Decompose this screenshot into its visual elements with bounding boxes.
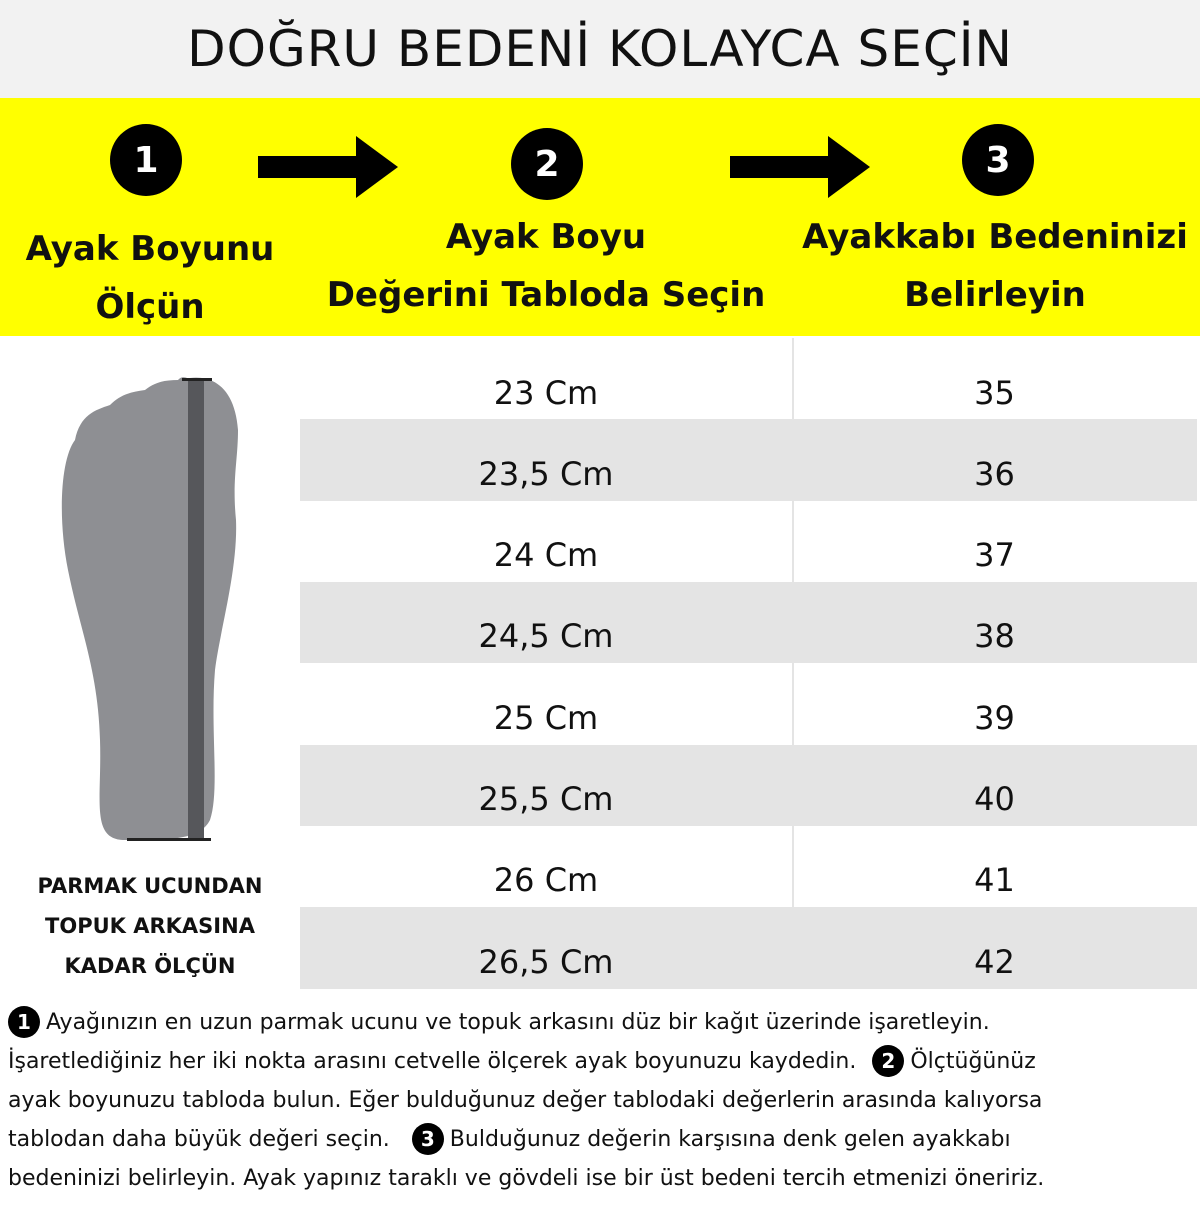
step-2-badge: 2 — [511, 128, 583, 200]
foot-length-cell: 23,5 Cm — [478, 454, 614, 493]
table-row: 26 Cm 41 — [300, 826, 1197, 908]
shoe-size-cell: 42 — [974, 942, 1015, 981]
step-2-line: Değerini Tabloda Seçin — [326, 275, 766, 315]
arrow-right-icon — [258, 136, 398, 198]
table-row: 23 Cm 35 — [300, 338, 1197, 420]
table-row: 24 Cm 37 — [300, 501, 1197, 583]
shoe-size-cell: 41 — [974, 861, 1015, 900]
shoe-size-cell: 38 — [974, 617, 1015, 656]
foot-length-cell: 25 Cm — [493, 698, 599, 737]
arrow-right-icon — [730, 136, 870, 198]
step-3-line: Belirleyin — [904, 275, 1086, 315]
table-row: 26,5 Cm 42 — [300, 907, 1197, 989]
shoe-size-cell: 40 — [974, 780, 1015, 818]
step-2-line: Ayak Boyu — [445, 217, 647, 257]
page-title: DOĞRU BEDENİ KOLAYCA SEÇİN — [187, 20, 1013, 78]
foot-length-cell: 26,5 Cm — [478, 942, 614, 981]
instruction-line: bedeninizi belirleyin. Ayak yapınız tara… — [8, 1162, 1044, 1194]
shoe-size-cell: 39 — [974, 698, 1015, 737]
step-3-line: Ayakkabı Bedeninizi — [802, 217, 1188, 257]
instruction-text: Ölçtüğünüz — [910, 1048, 1036, 1074]
instruction-text: Ayağınızın en uzun parmak ucunu ve topuk… — [46, 1009, 990, 1035]
shoe-size-cell: 35 — [974, 373, 1015, 412]
instruction-text: ayak boyunuzu tabloda bulun. Eğer bulduğ… — [8, 1087, 1043, 1113]
step-1-badge: 1 — [110, 124, 182, 196]
instruction-text: İşaretlediğiniz her iki nokta arasını ce… — [8, 1048, 857, 1074]
instruction-line: tablodan daha büyük değeri seçin. 3 Bulduğ… — [8, 1123, 1011, 1155]
step-2-badge: 2 — [872, 1045, 905, 1077]
step-3-label: Ayakkabı Bedeninizi Belirleyin — [795, 208, 1195, 324]
foot-length-cell: 26 Cm — [493, 861, 599, 900]
table-row: 25 Cm 39 — [300, 663, 1197, 745]
step-1-badge: 1 — [8, 1006, 40, 1038]
table-row: 23,5 Cm 36 — [300, 419, 1197, 501]
instruction-text: Bulduğunuz değerin karşısına denk gelen … — [449, 1126, 1011, 1152]
foot-length-cell: 25,5 Cm — [478, 780, 614, 818]
step-3-badge: 3 — [962, 124, 1034, 196]
caption-line: TOPUK ARKASINA — [45, 914, 255, 938]
instruction-text: tablodan daha büyük değeri seçin. — [8, 1126, 390, 1152]
step-3-badge: 3 — [411, 1123, 444, 1155]
instruction-line: İşaretlediğiniz her iki nokta arasını ce… — [8, 1045, 1036, 1077]
instruction-line: 1 Ayağınızın en uzun parmak ucunu ve topu… — [8, 1006, 990, 1038]
table-row: 25,5 Cm 40 — [300, 744, 1197, 826]
caption-line: PARMAK UCUNDAN — [37, 874, 263, 898]
instruction-line: ayak boyunuzu tabloda bulun. Eğer bulduğ… — [8, 1084, 1042, 1116]
shoe-size-cell: 36 — [974, 454, 1015, 493]
foot-length-cell: 24,5 Cm — [478, 617, 614, 656]
foot-caption: PARMAK UCUNDAN TOPUK ARKASINA KADAR ÖLÇÜ… — [0, 866, 300, 986]
step-1-line: Ayak Boyunu — [25, 229, 275, 269]
caption-line: KADAR ÖLÇÜN — [64, 954, 236, 978]
instruction-text: bedeninizi belirleyin. Ayak yapınız tara… — [8, 1165, 1045, 1191]
steps-band: 1 2 3 Ayak Boyunu Ölçün Ayak Boyu Değerini… — [0, 98, 1200, 336]
foot-length-cell: 23 Cm — [493, 373, 599, 412]
step-1-label: Ayak Boyunu Ölçün — [0, 220, 300, 336]
title-bar: DOĞRU BEDENİ KOLAYCA SEÇİN — [0, 0, 1200, 98]
step-2-label: Ayak Boyu Değerini Tabloda Seçin — [300, 208, 792, 324]
shoe-size-cell: 37 — [974, 536, 1015, 575]
table-row: 24,5 Cm 38 — [300, 581, 1197, 664]
foot-measure-icon — [61, 377, 238, 841]
foot-length-cell: 24 Cm — [493, 536, 599, 575]
step-1-line: Ölçün — [95, 287, 205, 327]
